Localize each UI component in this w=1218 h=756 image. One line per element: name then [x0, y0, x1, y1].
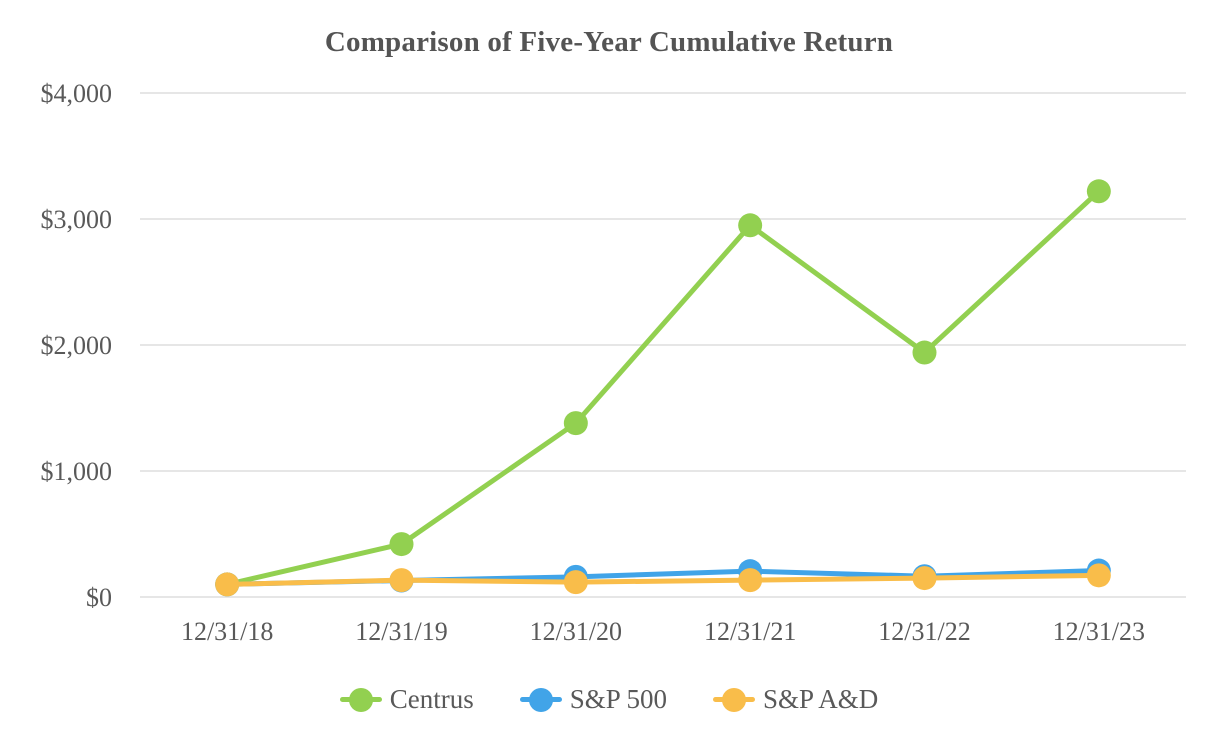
y-tick-label: $4,000	[41, 79, 113, 108]
data-point	[563, 411, 588, 436]
chart-title: Comparison of Five-Year Cumulative Retur…	[324, 26, 894, 58]
x-tick-label: 12/31/19	[355, 617, 447, 646]
y-tick-label: $0	[86, 583, 112, 612]
legend-item-spad: S&P A&D	[713, 684, 878, 715]
data-point	[1086, 563, 1111, 588]
y-tick-label: $3,000	[41, 205, 113, 234]
x-tick-label: 12/31/18	[181, 617, 273, 646]
x-tick-label: 12/31/21	[704, 617, 796, 646]
data-point	[738, 213, 763, 238]
data-point	[215, 572, 240, 597]
x-tick-label: 12/31/23	[1053, 617, 1145, 646]
data-point	[389, 568, 414, 593]
x-tick-label: 12/31/20	[530, 617, 622, 646]
data-point	[563, 570, 588, 595]
data-point	[738, 568, 763, 593]
legend-label-centrus: Centrus	[389, 684, 474, 714]
legend-item-centrus: Centrus	[339, 684, 474, 715]
legend-marker-sp500-icon	[519, 686, 562, 714]
data-point	[912, 566, 937, 591]
y-tick-label: $1,000	[41, 457, 113, 486]
legend-item-sp500: S&P 500	[519, 684, 667, 715]
series-line	[224, 188, 1102, 587]
series-line	[224, 572, 1102, 587]
legend-marker-centrus-icon	[339, 686, 382, 714]
data-point	[389, 532, 414, 557]
legend-label-sp500: S&P 500	[569, 684, 667, 714]
legend-label-spad: S&P A&D	[763, 684, 879, 714]
data-point	[1086, 179, 1111, 204]
legend-marker-spad-icon	[713, 686, 755, 714]
chart-legend: Centrus S&P 500 S&P A&D	[0, 684, 1218, 715]
y-tick-label: $2,000	[41, 331, 113, 360]
data-point	[912, 340, 937, 365]
chart-canvas: $0 $1,000 $2,000 $3,000 $4,000 12/31/18 12/31/…	[41, 79, 1186, 646]
x-tick-label: 12/31/22	[878, 617, 970, 646]
